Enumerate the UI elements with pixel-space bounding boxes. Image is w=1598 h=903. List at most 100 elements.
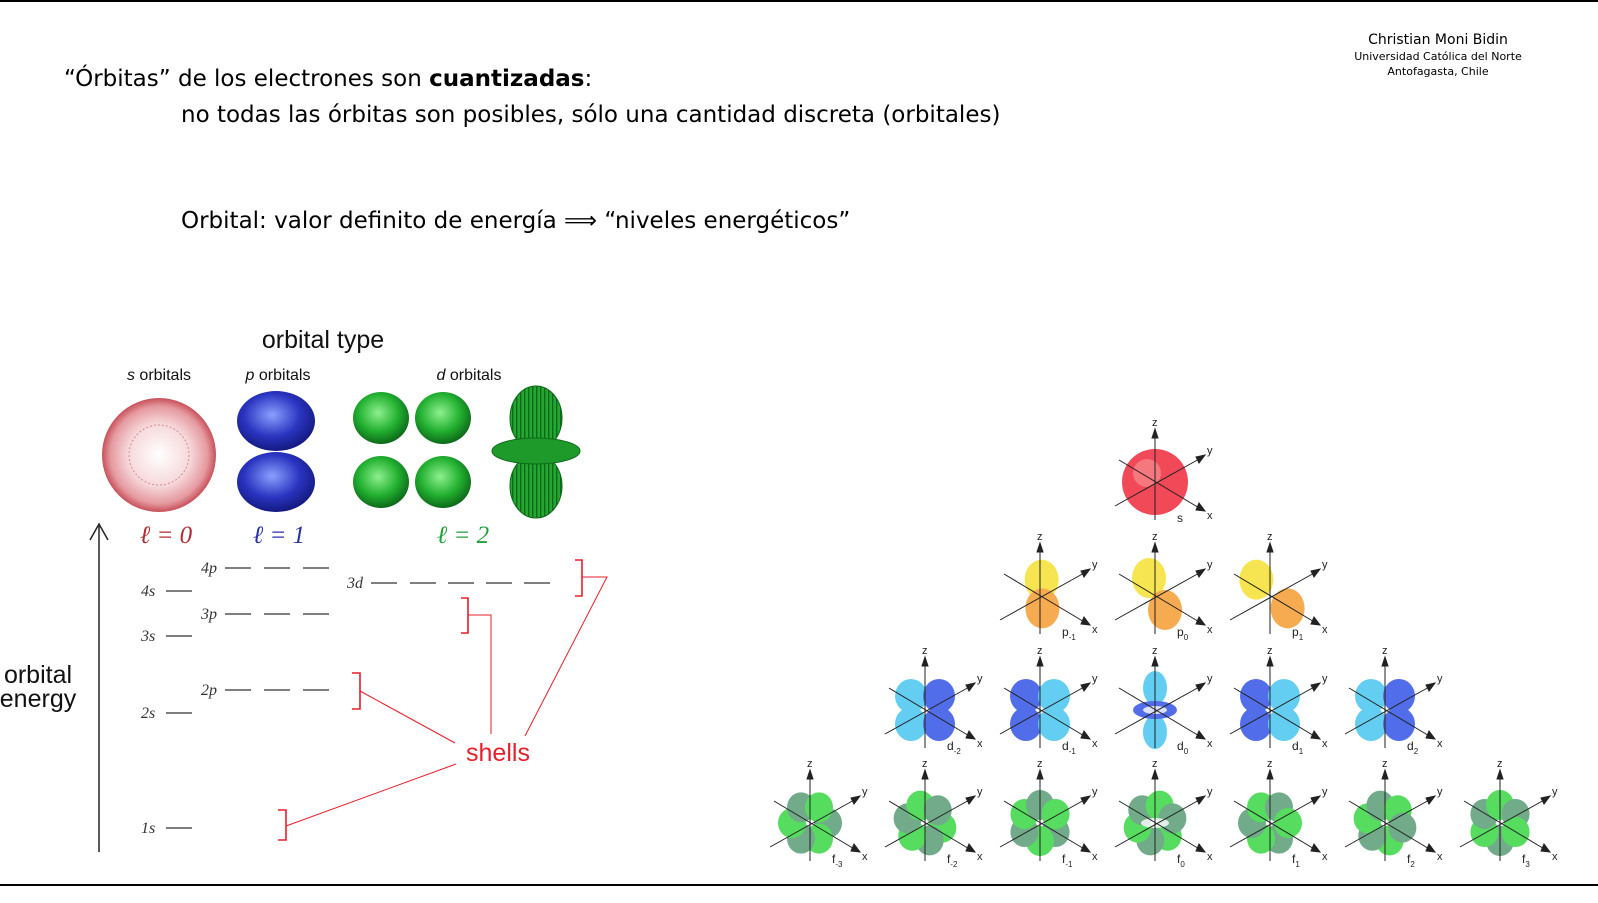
orbital-f_-1: z y x f-1 (999, 758, 1098, 869)
dz2-orbital (491, 385, 581, 519)
axis-x-label: x (1207, 851, 1213, 863)
orbital-lobes (895, 679, 955, 741)
axis-y-label: y (1207, 445, 1213, 457)
axes (1114, 541, 1207, 634)
axis-z-label: z (1382, 645, 1388, 657)
author-location: Antofagasta, Chile (1387, 65, 1489, 78)
orbital-subscript: 1 (1299, 747, 1304, 756)
orbital-subscript: 2 (1414, 747, 1419, 756)
orbital-shapes-pyramid: zyxszyxp-1zyxp0zyxp1zyxd-2zyxd-1zyxd0zyx… (769, 420, 1558, 869)
axis-label-energy: energy (0, 685, 77, 713)
orbital-subscript: 2 (1410, 860, 1415, 869)
orbital-subscript: -2 (950, 860, 958, 869)
explanation-line: no todas las órbitas son posibles, sólo … (181, 102, 1001, 128)
axis-y-label: y (1437, 673, 1443, 685)
axis-x-label: x (1092, 851, 1098, 863)
axis-z-label: z (1037, 758, 1043, 770)
axis-x-label: x (977, 851, 983, 863)
orbital-lobes (1010, 790, 1070, 856)
orbital-label: f-3 (832, 852, 843, 869)
bottom-border (0, 884, 1598, 886)
axes (1229, 655, 1322, 748)
axis-y-label: y (1322, 786, 1328, 798)
orbital-f_1: z y x f1 (1229, 758, 1328, 869)
axis-z-label: z (1497, 758, 1503, 770)
level-1s: 1s (141, 820, 155, 837)
orbital-letter: f (1522, 852, 1526, 866)
axes (1344, 655, 1437, 748)
orbital-label: p1 (1292, 625, 1304, 642)
p-word: orbitals (254, 367, 310, 384)
axis-z-label: z (1037, 531, 1043, 543)
orbital-lobes (1010, 679, 1070, 741)
orbital-d_0: z y x d0 (1114, 645, 1213, 756)
orbital-f_-3: z y x f-3 (769, 758, 868, 869)
heading-post: : (584, 66, 593, 92)
orbital-subscript: 0 (1180, 860, 1185, 869)
orbital-letter: f (832, 852, 836, 866)
axis-y-label: y (1092, 559, 1098, 571)
d-word: orbitals (445, 367, 501, 384)
orbital-subscript: 0 (1184, 747, 1189, 756)
l0-label: ℓ = 0 (140, 522, 193, 549)
axis-x-label: x (1437, 738, 1443, 750)
axis-z-label: z (922, 645, 928, 657)
orbital-label: s (1177, 511, 1183, 525)
author-university: Universidad Católica del Norte (1354, 50, 1522, 63)
orbital-d_-1: z y x d-1 (999, 645, 1098, 756)
orbital-lobes (1132, 558, 1182, 630)
axis-z-label: z (1267, 645, 1273, 657)
orbital-f_-2: z y x f-2 (884, 758, 983, 869)
axis-y-label: y (1552, 786, 1558, 798)
orbital-subscript: 1 (1295, 860, 1300, 869)
l1-label: ℓ = 1 (253, 522, 305, 549)
axis-x-label: x (1092, 738, 1098, 750)
orbital-lobes (893, 790, 957, 856)
orbital-letter: p (1292, 625, 1299, 639)
orbital-letter: p (1177, 625, 1184, 639)
axis-x-label: x (1092, 624, 1098, 636)
orbital-f_0: z y x f0 (1114, 758, 1213, 869)
orbital-subscript: -1 (1069, 633, 1077, 642)
orbital-letter: d (1062, 739, 1069, 753)
orbital-d_1: z y x d1 (1229, 645, 1328, 756)
orbital-label: f2 (1407, 852, 1415, 869)
axis-x-label: x (1207, 510, 1213, 522)
axes (1229, 541, 1322, 634)
orbital-p_1: z y x p1 (1229, 531, 1328, 642)
axes (999, 541, 1092, 634)
author-name: Christian Moni Bidin (1368, 32, 1508, 48)
orbital-label: d1 (1292, 739, 1304, 756)
axis-x-label: x (1322, 738, 1328, 750)
orbital-letter: d (1407, 739, 1414, 753)
level-3d: 3d (346, 575, 364, 592)
l2-label: ℓ = 2 (437, 522, 489, 549)
axis-z-label: z (1267, 758, 1273, 770)
orbital-label: d2 (1407, 739, 1419, 756)
s-orbitals-label: s orbitals (127, 367, 191, 384)
axis-y-label: y (1207, 786, 1213, 798)
p-orbitals-label: p orbitals (245, 367, 311, 384)
top-border (0, 0, 1598, 2)
axes (999, 768, 1092, 861)
orbital-lobes (1238, 792, 1302, 854)
d-orbital-cloud (353, 392, 471, 508)
orbital-letter: f (1177, 852, 1181, 866)
axis-x-label: x (1322, 851, 1328, 863)
energy-axis-arrowhead (89, 522, 109, 541)
orbital-letter: p (1062, 625, 1069, 639)
axis-z-label: z (1267, 531, 1273, 543)
orbital-letter: f (1062, 852, 1066, 866)
shells-label: shells (466, 739, 530, 767)
axes (1459, 768, 1552, 861)
heading-pre: “Órbitas” de los electrones son (64, 66, 430, 92)
orbital-s: z y x s (1114, 420, 1213, 525)
energy-level-lines (166, 567, 550, 829)
orbital-letter: d (947, 739, 954, 753)
axis-z-label: z (922, 758, 928, 770)
orbital-subscript: -1 (1065, 860, 1073, 869)
orbital-lobes (1240, 679, 1300, 741)
orbital-lobes (1024, 559, 1060, 629)
axis-z-label: z (1037, 645, 1043, 657)
level-2p: 2p (201, 682, 217, 699)
